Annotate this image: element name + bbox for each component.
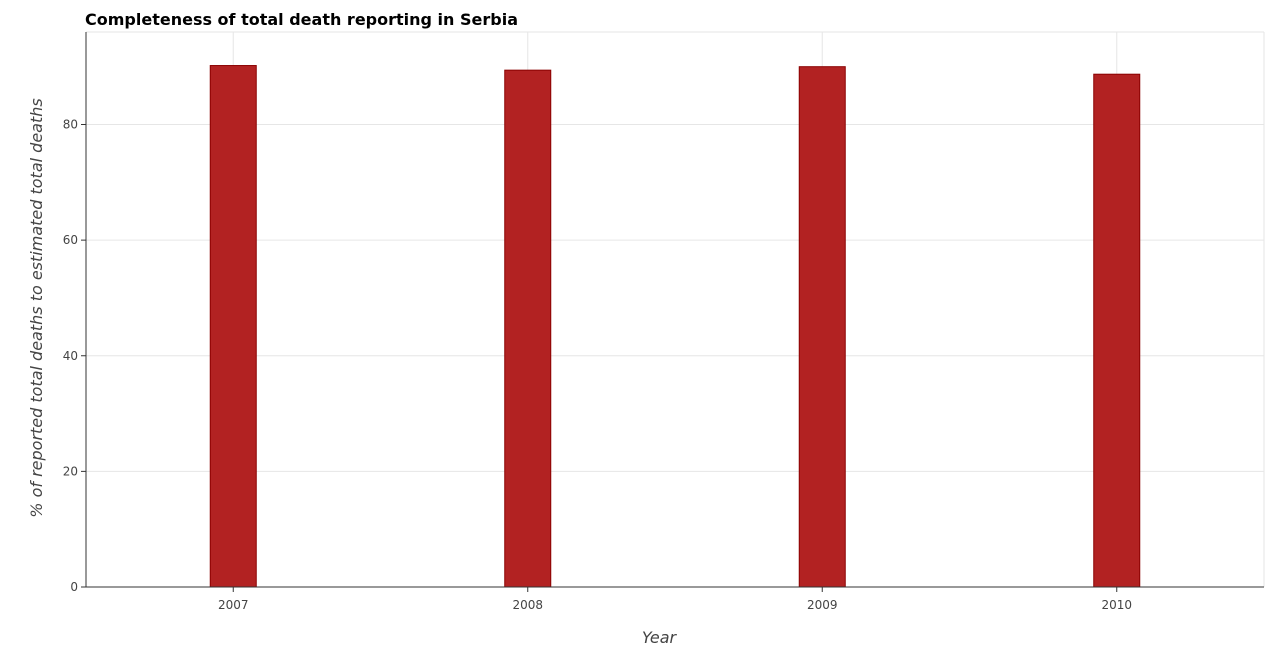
axes bbox=[81, 32, 1264, 592]
y-axis-label: % of reported total deaths to estimated … bbox=[27, 98, 46, 517]
bar-2010 bbox=[1093, 73, 1141, 588]
bars bbox=[209, 65, 1141, 588]
y-tick-label: 80 bbox=[63, 118, 78, 132]
y-tick-label: 0 bbox=[70, 580, 78, 594]
y-tick-label: 60 bbox=[63, 233, 78, 247]
bar-2007 bbox=[209, 65, 257, 588]
x-tick-label: 2009 bbox=[807, 598, 838, 612]
bar-2008 bbox=[504, 69, 552, 588]
tick-labels: 0 20 40 60 80 2007 2008 2009 2010 bbox=[63, 118, 1132, 613]
x-tick-label: 2010 bbox=[1101, 598, 1132, 612]
x-tick-label: 2007 bbox=[218, 598, 249, 612]
bar-2009 bbox=[798, 66, 846, 588]
x-axis-label: Year bbox=[642, 628, 678, 647]
chart-title: Completeness of total death reporting in… bbox=[85, 10, 518, 29]
gridlines bbox=[86, 31, 1265, 588]
y-tick-label: 40 bbox=[63, 349, 78, 363]
y-tick-label: 20 bbox=[63, 464, 78, 478]
x-tick-label: 2008 bbox=[512, 598, 543, 612]
